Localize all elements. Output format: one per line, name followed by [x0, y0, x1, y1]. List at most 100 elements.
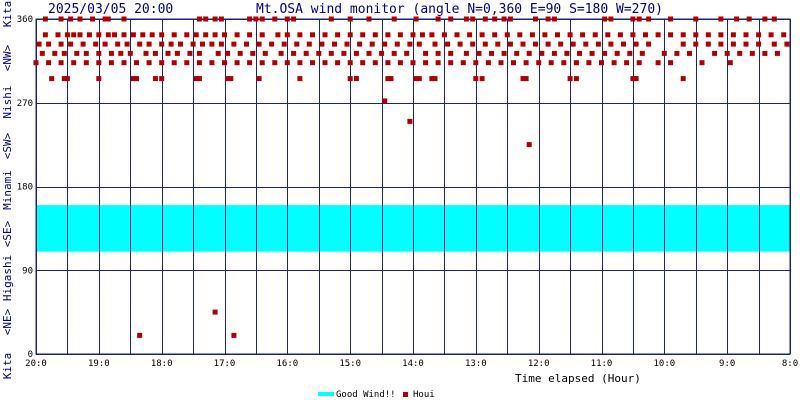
- x-tick-label: 11:0: [591, 359, 613, 369]
- data-point: [353, 50, 359, 56]
- data-point: [435, 50, 441, 56]
- data-point: [105, 16, 111, 22]
- data-point: [218, 16, 224, 22]
- data-point: [397, 60, 403, 66]
- data-point: [159, 60, 165, 66]
- x-tick-label: 20:0: [25, 359, 47, 369]
- data-point: [344, 41, 350, 47]
- data-point: [369, 41, 375, 47]
- data-point: [730, 41, 736, 47]
- data-point: [687, 50, 692, 56]
- data-point: [159, 76, 165, 82]
- data-point: [42, 16, 48, 22]
- data-point: [771, 16, 777, 22]
- data-point: [143, 50, 149, 56]
- data-point: [743, 32, 749, 38]
- data-point: [105, 32, 111, 38]
- data-point: [507, 16, 513, 22]
- data-point: [573, 76, 579, 82]
- data-point: [366, 16, 372, 22]
- data-point: [297, 32, 303, 38]
- x-tick-label: 16:0: [276, 359, 298, 369]
- data-point: [328, 50, 334, 56]
- data-point: [567, 32, 573, 38]
- legend-good-wind-label: Good Wind!!: [336, 390, 396, 400]
- data-point: [222, 32, 227, 38]
- data-point: [781, 32, 787, 38]
- data-point: [526, 142, 532, 148]
- y-axis-label-part: Higashi: [1, 255, 14, 301]
- data-point: [621, 41, 626, 47]
- x-tick-label: 15:0: [339, 359, 361, 369]
- data-point: [83, 50, 89, 56]
- data-point: [608, 41, 614, 47]
- data-point: [127, 50, 133, 56]
- data-point: [655, 60, 661, 66]
- data-point: [429, 76, 435, 82]
- data-point: [196, 16, 202, 22]
- data-point: [385, 76, 391, 82]
- data-point: [284, 32, 290, 38]
- data-point: [680, 76, 686, 82]
- data-point: [316, 50, 322, 56]
- data-point: [347, 76, 353, 82]
- legend-houi-swatch: [403, 392, 408, 397]
- data-point: [416, 41, 422, 47]
- data-point: [108, 60, 114, 66]
- y-axis-label: Kita <NE> Higashi <SE> Minami <SW> Nishi <NW> Ki…: [1, 1, 14, 380]
- data-point: [570, 41, 576, 47]
- data-point: [134, 60, 139, 66]
- timestamp: 2025/03/05 20:00: [48, 2, 173, 17]
- data-point: [661, 50, 667, 56]
- data-point: [278, 50, 284, 56]
- data-point: [448, 16, 454, 22]
- data-point: [244, 41, 249, 47]
- data-point: [413, 76, 419, 82]
- data-point: [536, 60, 542, 66]
- data-point: [328, 16, 334, 22]
- data-point: [397, 32, 403, 38]
- data-point: [168, 41, 174, 47]
- data-point: [680, 32, 686, 38]
- data-point: [639, 50, 645, 56]
- y-axis-label-part: <SW>: [1, 132, 14, 159]
- data-point: [121, 16, 127, 22]
- data-point: [372, 32, 378, 38]
- data-point: [655, 32, 661, 38]
- data-point: [96, 76, 102, 82]
- data-point: [646, 16, 652, 22]
- data-point: [159, 41, 165, 47]
- data-point: [495, 41, 501, 47]
- data-point: [470, 16, 476, 22]
- data-point: [705, 32, 711, 38]
- data-point: [385, 32, 391, 38]
- data-point: [382, 41, 388, 47]
- data-point: [118, 50, 124, 56]
- data-point: [599, 60, 604, 66]
- y-tick-label: 180: [17, 183, 33, 193]
- data-point: [74, 50, 80, 56]
- data-point: [627, 50, 633, 56]
- data-point: [520, 76, 526, 82]
- data-point: [614, 50, 620, 56]
- data-point: [297, 60, 303, 66]
- data-point: [231, 332, 237, 338]
- data-point: [203, 32, 209, 38]
- data-point: [272, 16, 278, 22]
- data-point: [231, 41, 237, 47]
- data-point: [137, 41, 143, 47]
- data-point: [322, 32, 328, 38]
- data-point: [112, 32, 117, 38]
- data-point: [636, 60, 642, 66]
- data-point: [96, 50, 102, 56]
- data-point: [768, 32, 774, 38]
- data-point: [234, 60, 240, 66]
- data-point: [479, 32, 485, 38]
- data-point: [718, 32, 724, 38]
- data-point: [225, 76, 231, 82]
- data-point: [212, 32, 218, 38]
- data-point: [80, 41, 86, 47]
- x-tick-label: 8:0: [782, 359, 798, 369]
- data-point: [134, 76, 139, 82]
- data-point: [693, 41, 699, 47]
